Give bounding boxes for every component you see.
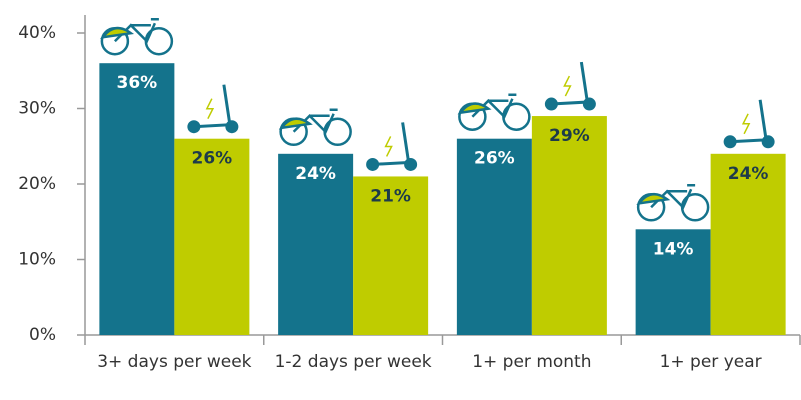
scooter-icon (187, 84, 239, 134)
deck (730, 99, 768, 144)
seat (278, 117, 313, 130)
value-label: 29% (549, 126, 590, 146)
y-tick-label: 30% (18, 99, 56, 119)
wheel (404, 157, 418, 171)
value-label: 26% (192, 149, 233, 169)
wheel (544, 97, 558, 111)
bolt (384, 136, 393, 157)
x-tick-label: 1-2 days per week (274, 352, 432, 372)
value-label: 14% (653, 239, 694, 259)
value-label: 24% (295, 164, 336, 184)
x-tick-label: 3+ days per week (97, 352, 252, 372)
value-label: 21% (370, 186, 411, 206)
bike-icon (100, 17, 174, 56)
y-tick-label: 40% (18, 23, 56, 43)
bike-icon (636, 184, 710, 222)
bar (456, 138, 532, 335)
wheel (225, 120, 239, 134)
x-tick-label: 1+ per month (472, 352, 592, 372)
value-label: 36% (117, 73, 158, 93)
deck (193, 84, 232, 129)
bolt (563, 75, 572, 97)
value-label: 24% (728, 164, 769, 184)
bar (278, 153, 354, 335)
wheel (582, 97, 596, 111)
seat (457, 102, 492, 115)
bar (99, 63, 175, 335)
seat (636, 192, 671, 205)
bolt (741, 113, 751, 135)
bar (635, 229, 711, 335)
bike-icon (457, 93, 531, 131)
bolt (205, 98, 215, 120)
value-label: 26% (474, 149, 515, 169)
wheel (761, 135, 775, 149)
wheel (723, 135, 737, 149)
scooter-icon (723, 99, 775, 149)
x-tick-label: 1+ per year (659, 352, 762, 372)
bar (710, 153, 786, 335)
bar (174, 138, 250, 335)
bar (353, 176, 429, 335)
deck (551, 61, 590, 106)
wheel (366, 157, 380, 171)
scooter-icon (544, 61, 596, 111)
bar (531, 116, 607, 335)
y-tick-label: 20% (18, 174, 56, 194)
seat (100, 26, 135, 39)
y-tick-label: 0% (29, 325, 56, 345)
bike-icon (278, 108, 352, 147)
scooter-icon (366, 122, 418, 171)
wheel (187, 120, 201, 134)
y-tick-label: 10% (18, 250, 56, 270)
deck (372, 122, 411, 166)
